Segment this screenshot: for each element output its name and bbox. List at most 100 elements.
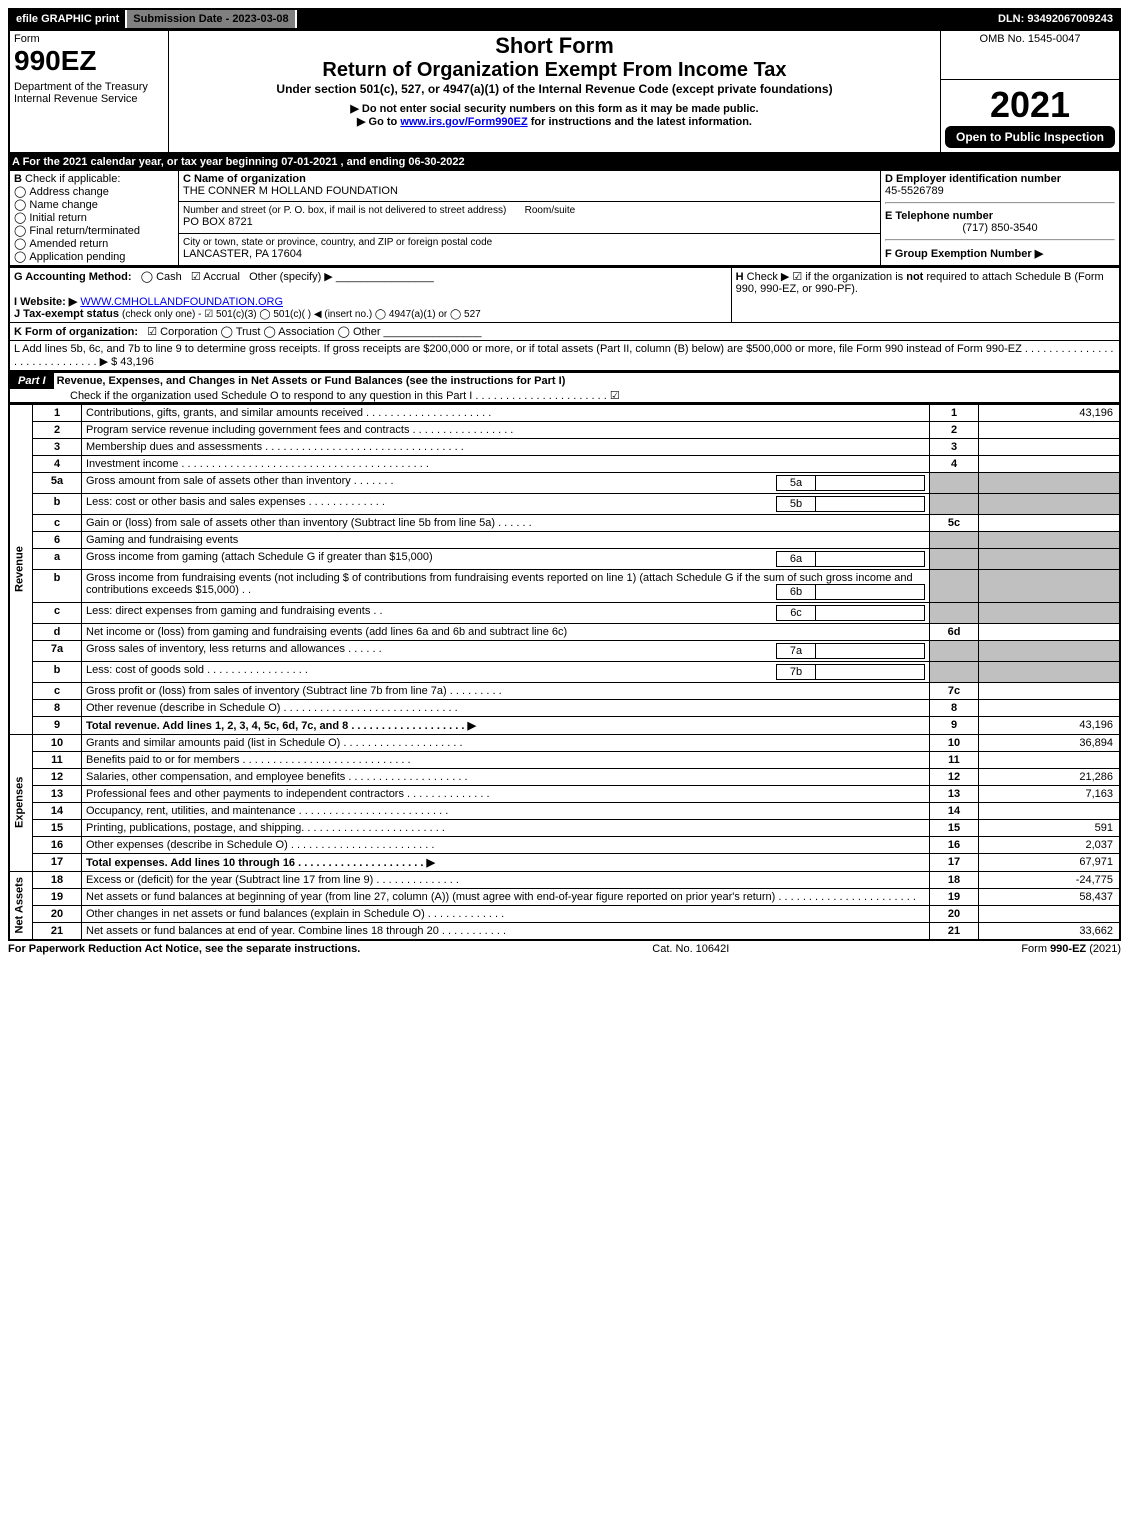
- i-label: I Website: ▶: [14, 296, 77, 308]
- sub-num: 6b: [777, 584, 816, 599]
- efile-label: efile GRAPHIC print: [10, 10, 127, 28]
- line-num: d: [33, 623, 82, 640]
- line-num: 17: [33, 853, 82, 871]
- line-desc: Net income or (loss) from gaming and fun…: [82, 623, 930, 640]
- check-final-return[interactable]: ◯: [14, 225, 29, 237]
- line-amt: 67,971: [979, 853, 1121, 871]
- line-amt: [979, 682, 1121, 699]
- shaded-cell: [930, 531, 979, 548]
- line-desc: Professional fees and other payments to …: [82, 785, 930, 802]
- netassets-vlabel: Net Assets: [9, 871, 33, 940]
- footer-right: Form 990-EZ (2021): [1021, 943, 1121, 955]
- h-not: not: [906, 271, 923, 283]
- part1-check: Check if the organization used Schedule …: [10, 390, 620, 402]
- k-label: K Form of organization:: [14, 326, 138, 338]
- line-amt: -24,775: [979, 871, 1121, 888]
- opt-initial-return: Initial return: [29, 212, 86, 224]
- shaded-cell: [979, 640, 1121, 661]
- inspection-label: Open to Public Inspection: [945, 126, 1115, 148]
- dept-line-1: Department of the Treasury: [14, 81, 148, 93]
- check-initial-return[interactable]: ◯: [14, 212, 29, 224]
- j-text: (check only one) - ☑ 501(c)(3) ◯ 501(c)(…: [122, 309, 481, 320]
- g-label: G Accounting Method:: [14, 271, 132, 283]
- check-name-change[interactable]: ◯: [14, 199, 29, 211]
- e-label: E Telephone number: [885, 210, 993, 222]
- line-desc: Benefits paid to or for members . . . . …: [82, 751, 930, 768]
- org-info-table: B Check if applicable: ◯ Address change …: [8, 170, 1121, 267]
- check-amended-return[interactable]: ◯: [14, 238, 29, 250]
- subtitle: Under section 501(c), 527, or 4947(a)(1)…: [173, 82, 936, 96]
- shaded-cell: [930, 602, 979, 623]
- shaded-cell: [979, 493, 1121, 514]
- line-desc: Other changes in net assets or fund bala…: [82, 905, 930, 922]
- line-amt: [979, 514, 1121, 531]
- part1-title: Revenue, Expenses, and Changes in Net As…: [57, 375, 566, 387]
- street-label: Number and street (or P. O. box, if mail…: [183, 205, 506, 216]
- h-label: H: [736, 271, 744, 283]
- line-num: 11: [33, 751, 82, 768]
- g-cash: Cash: [156, 271, 182, 283]
- b-label: B: [14, 173, 22, 185]
- form-word: Form: [14, 33, 40, 45]
- line-num: 6: [33, 531, 82, 548]
- f-label: F Group Exemption Number ▶: [885, 248, 1043, 260]
- check-address-change[interactable]: ◯: [14, 186, 29, 198]
- shaded-cell: [930, 472, 979, 493]
- bullet-2-pre: ▶ Go to: [357, 116, 400, 128]
- line-rn: 15: [930, 819, 979, 836]
- shaded-cell: [930, 661, 979, 682]
- line-num: 8: [33, 699, 82, 716]
- line-amt: 43,196: [979, 716, 1121, 734]
- omb-number: OMB No. 1545-0047: [980, 33, 1081, 45]
- shaded-cell: [979, 531, 1121, 548]
- line-amt: [979, 802, 1121, 819]
- submission-date: Submission Date - 2023-03-08: [127, 10, 296, 28]
- dln-label: DLN: 93492067009243: [992, 10, 1119, 28]
- line-num: b: [33, 661, 82, 682]
- revenue-vlabel: Revenue: [9, 404, 33, 734]
- line-num: 1: [33, 404, 82, 421]
- irs-link[interactable]: www.irs.gov/Form990EZ: [400, 116, 527, 128]
- line-num: c: [33, 514, 82, 531]
- line-desc: Gain or (loss) from sale of assets other…: [82, 514, 930, 531]
- form-number: 990EZ: [14, 45, 97, 76]
- line-amt: 591: [979, 819, 1121, 836]
- bullet-2-post: for instructions and the latest informat…: [531, 116, 752, 128]
- line-amt: 21,286: [979, 768, 1121, 785]
- line-rn: 9: [930, 716, 979, 734]
- org-name: THE CONNER M HOLLAND FOUNDATION: [183, 185, 398, 197]
- line-rn: 11: [930, 751, 979, 768]
- line-rn: 10: [930, 734, 979, 751]
- line-amt: [979, 905, 1121, 922]
- line-amt: 7,163: [979, 785, 1121, 802]
- city-label: City or town, state or province, country…: [183, 237, 492, 248]
- line-num: 20: [33, 905, 82, 922]
- line-num: c: [33, 682, 82, 699]
- shaded-cell: [979, 602, 1121, 623]
- line-rn: 8: [930, 699, 979, 716]
- part1-label: Part I: [10, 373, 54, 389]
- line-amt: [979, 623, 1121, 640]
- city-value: LANCASTER, PA 17604: [183, 248, 302, 260]
- line-desc: Net assets or fund balances at beginning…: [82, 888, 930, 905]
- line-desc: Investment income . . . . . . . . . . . …: [82, 455, 930, 472]
- page-footer: For Paperwork Reduction Act Notice, see …: [8, 941, 1121, 957]
- website-link[interactable]: WWW.CMHOLLANDFOUNDATION.ORG: [80, 296, 283, 308]
- line-rn: 14: [930, 802, 979, 819]
- line-rn: 13: [930, 785, 979, 802]
- line-desc: Less: direct expenses from gaming and fu…: [86, 605, 383, 617]
- check-application-pending[interactable]: ◯: [14, 251, 29, 263]
- shaded-cell: [979, 661, 1121, 682]
- line-num: 13: [33, 785, 82, 802]
- line-rn: 7c: [930, 682, 979, 699]
- part1-header: Part I Revenue, Expenses, and Changes in…: [8, 372, 1121, 404]
- line-rn: 19: [930, 888, 979, 905]
- line-amt: 43,196: [979, 404, 1121, 421]
- line-amt: 33,662: [979, 922, 1121, 940]
- line-desc: Other revenue (describe in Schedule O) .…: [82, 699, 930, 716]
- line-amt: 2,037: [979, 836, 1121, 853]
- line-num: 15: [33, 819, 82, 836]
- shaded-cell: [979, 569, 1121, 602]
- b-text: Check if applicable:: [25, 173, 120, 185]
- j-label: J Tax-exempt status: [14, 308, 119, 320]
